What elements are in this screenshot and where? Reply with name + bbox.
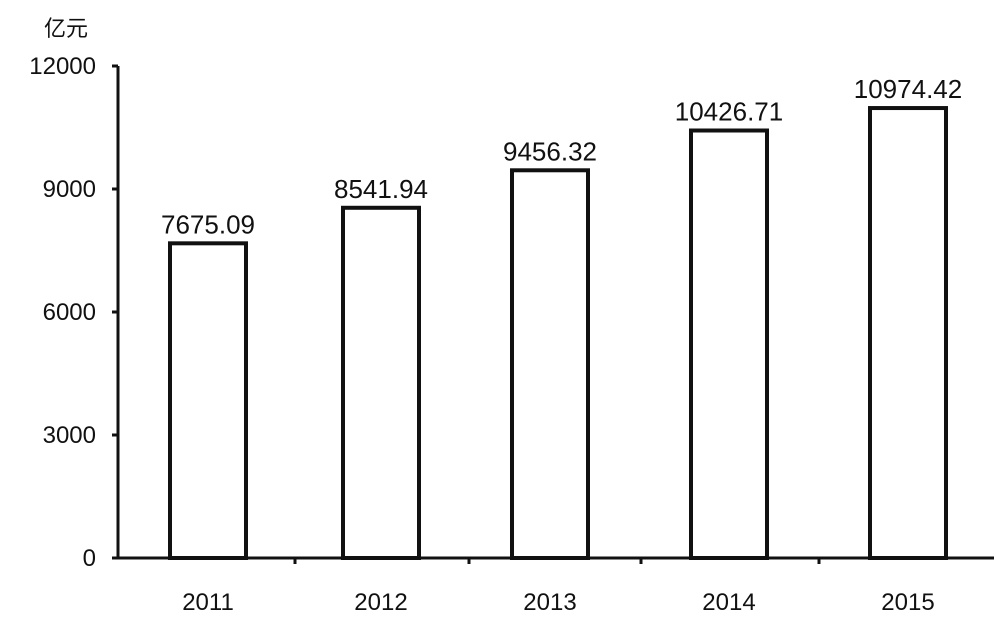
x-tick-label-2012: 2012: [354, 589, 407, 616]
y-tick-label-0: 0: [83, 545, 96, 572]
bar-2011: [168, 241, 248, 560]
bar-2012: [341, 205, 421, 560]
x-tick-label-2015: 2015: [881, 589, 934, 616]
bar-2013: [510, 168, 590, 560]
data-label-2012: 8541.94: [334, 174, 428, 204]
x-tick-label-2011: 2011: [182, 589, 234, 616]
bars-layer: 7675.09 2011 8541.94 2012 9456.32 2013 10426.7…: [112, 64, 962, 616]
x-tick-label-2014: 2014: [702, 589, 755, 616]
y-tick-label-3000: 3000: [43, 422, 96, 449]
y-axis-unit-label: 亿元: [44, 17, 88, 42]
data-label-2015: 10974.42: [854, 74, 962, 104]
x-tick-label-2013: 2013: [523, 589, 576, 616]
bar-2015: [868, 106, 948, 561]
bar-2014: [689, 128, 769, 560]
data-label-2014: 10426.71: [675, 97, 783, 127]
y-tick-label-6000: 6000: [43, 299, 96, 326]
data-label-2013: 9456.32: [503, 136, 597, 166]
y-tick-label-9000: 9000: [43, 176, 96, 203]
data-label-2011: 7675.09: [161, 209, 255, 239]
y-tick-label-12000: 12000: [29, 53, 96, 80]
